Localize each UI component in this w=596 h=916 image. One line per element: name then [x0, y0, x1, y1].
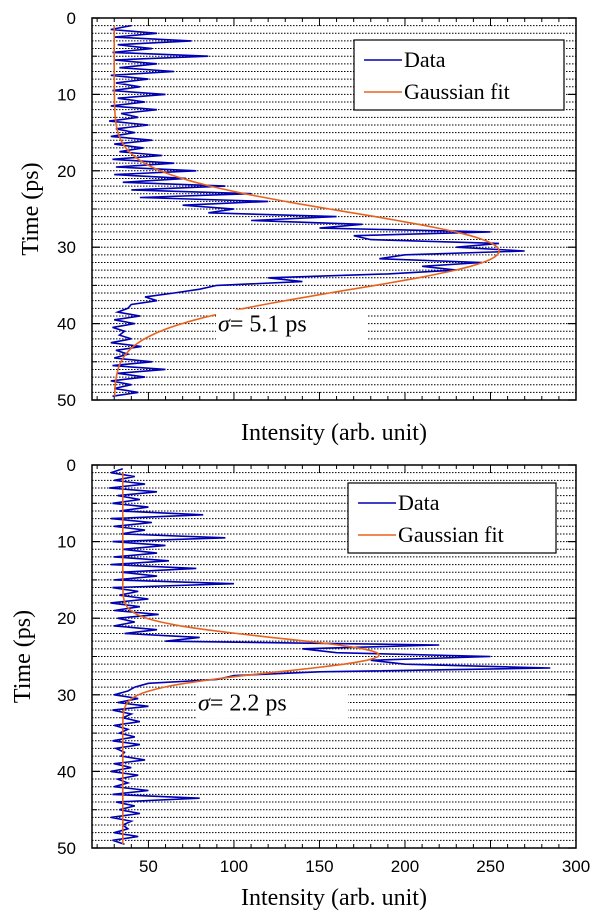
y-tick-label: 50 — [57, 839, 76, 858]
y-tick-label: 30 — [57, 238, 76, 257]
y-ticks-top: 0 10 20 30 40 50 — [57, 9, 576, 410]
legend-fit-label-bottom: Gaussian fit — [398, 522, 504, 547]
legend-fit-label-top: Gaussian fit — [404, 79, 510, 104]
x-tick-label: 50 — [139, 857, 158, 876]
x-tick-label: 300 — [562, 857, 590, 876]
sigma-annotation-bottom: σ= 2.2 ps — [196, 688, 348, 719]
annotation-background-bottom — [196, 688, 348, 719]
x-tick-label: 100 — [220, 857, 248, 876]
sigma-annotation-text-top: σ= 5.1 ps — [218, 312, 307, 338]
x-tick-label: 250 — [476, 857, 504, 876]
y-tick-label: 20 — [57, 162, 76, 181]
data-series-line-bottom — [109, 468, 551, 845]
legend-top: Data Gaussian fit — [353, 39, 565, 111]
sigma-symbol-bottom: σ — [198, 690, 211, 716]
annotation-background-top — [216, 309, 368, 340]
y-tick-label: 10 — [57, 533, 76, 552]
sigma-value-bottom: = 2.2 ps — [210, 690, 287, 716]
y-tick-label: 20 — [57, 609, 76, 628]
x-axis-label-top: Intensity (arb. unit) — [241, 420, 427, 446]
y-tick-label: 40 — [57, 762, 76, 781]
y-tick-label: 0 — [67, 9, 76, 28]
sigma-value-top: = 5.1 ps — [230, 312, 307, 338]
gaussian-fit-line-top — [113, 25, 500, 397]
sigma-annotation-top: σ= 5.1 ps — [216, 309, 368, 340]
y-tick-label: 40 — [57, 315, 76, 334]
y-tick-label: 10 — [57, 85, 76, 104]
legend-bottom: Data Gaussian fit — [347, 482, 557, 554]
x-ticks-top — [96, 18, 577, 400]
sigma-symbol-top: σ — [218, 312, 231, 338]
legend-box-bottom — [347, 482, 557, 554]
y-axis-label-bottom: Time (ps) — [10, 610, 36, 703]
y-tick-label: 50 — [57, 391, 76, 410]
sigma-annotation-text-bottom: σ= 2.2 ps — [198, 690, 287, 716]
panel-bottom: 0 10 20 30 40 50 50 100 150 200 250 300 Data Gauss… — [10, 456, 590, 911]
legend-box-top — [353, 39, 565, 111]
gaussian-fit-line-bottom — [122, 472, 381, 845]
legend-data-label-bottom: Data — [398, 490, 440, 515]
y-ticks-bottom: 0 10 20 30 40 50 — [57, 456, 576, 858]
x-tick-label: 200 — [391, 857, 419, 876]
y-tick-label: 0 — [67, 456, 76, 475]
y-tick-label: 30 — [57, 686, 76, 705]
x-ticks-bottom: 50 100 150 200 250 300 — [96, 465, 590, 876]
x-tick-label: 150 — [305, 857, 333, 876]
legend-data-label-top: Data — [404, 47, 446, 72]
x-axis-label-bottom: Intensity (arb. unit) — [241, 885, 427, 911]
y-axis-label-top: Time (ps) — [18, 162, 44, 255]
data-series-line-top — [108, 24, 525, 397]
